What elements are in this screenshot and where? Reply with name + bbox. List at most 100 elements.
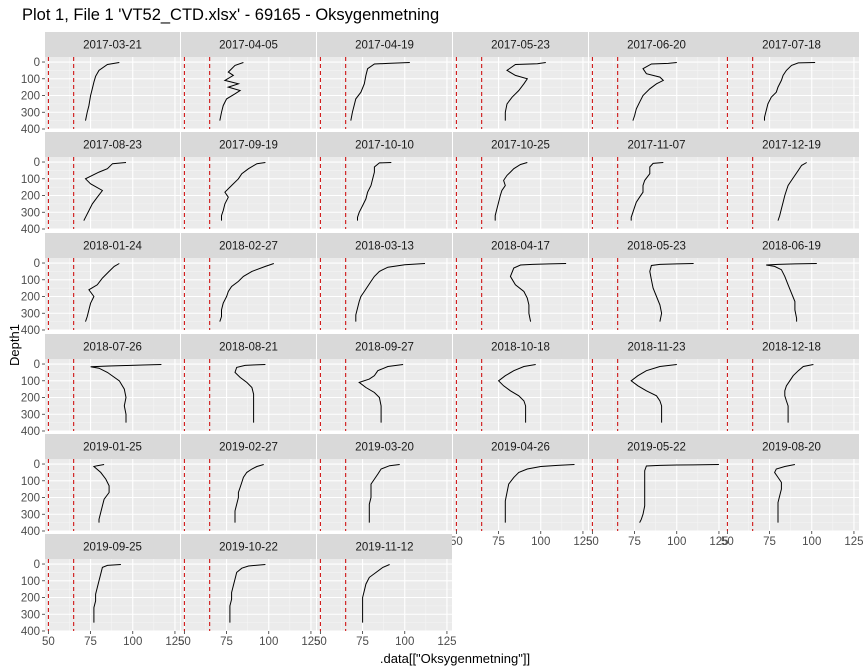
facet-strip <box>724 32 859 57</box>
facet-panel: 2017-10-10 <box>317 132 452 230</box>
y-tick-label: 400 <box>21 526 40 538</box>
x-tick-label: 75 <box>84 636 97 648</box>
x-tick-label: 125 <box>573 536 592 548</box>
facet-strip-label: 2019-05-22 <box>627 442 686 454</box>
facet-panel: 2017-06-20 <box>589 32 724 130</box>
facet-strip <box>453 233 588 258</box>
x-tick-label: 125 <box>844 536 863 548</box>
facet-panel: 2017-09-19 <box>181 132 316 230</box>
facet-panel: 2018-01-24 0 100 200 300 400 <box>21 233 180 337</box>
facet-strip-label: 2018-11-23 <box>628 342 686 354</box>
facet-strip-label: 2017-09-19 <box>219 140 278 152</box>
x-tick-label: 75 <box>220 636 233 648</box>
facet-strip <box>724 334 859 359</box>
facet-panel: 2018-11-23 <box>589 334 724 432</box>
y-tick-label: 100 <box>21 476 40 488</box>
x-tick-label: 100 <box>123 636 142 648</box>
facet-strip-label: 2018-05-23 <box>627 241 686 253</box>
facet-strip-label: 2017-06-20 <box>627 40 686 52</box>
facet-strip-label: 2018-01-24 <box>83 241 142 253</box>
y-tick-label: 300 <box>21 409 40 421</box>
oxygen-profile-line <box>764 62 816 121</box>
panel-background <box>724 359 859 431</box>
oxygen-profile-line <box>90 364 162 423</box>
oxygen-profile-line <box>766 263 817 322</box>
panel-background <box>724 459 859 531</box>
facet-strip-label: 2017-05-23 <box>491 40 550 52</box>
facet-strip <box>181 534 316 559</box>
facet-strip <box>45 434 180 459</box>
facet-panel: 2018-12-18 <box>724 334 859 432</box>
x-tick-label: 50 <box>721 536 734 548</box>
y-tick-label: 200 <box>21 292 40 304</box>
facet-strip-label: 2019-09-25 <box>83 542 142 554</box>
panel-background <box>181 559 316 631</box>
x-tick-label: 125 <box>437 636 456 648</box>
facet-panel: 2018-08-21 <box>181 334 316 432</box>
x-tick-label: 125 <box>709 536 728 548</box>
oxygen-profile-line <box>229 564 266 623</box>
facet-strip <box>181 334 316 359</box>
oxygen-profile-line <box>93 564 121 623</box>
x-tick-label: 100 <box>395 636 414 648</box>
panel-background <box>45 359 180 431</box>
oxygen-profile-line <box>357 162 392 221</box>
oxygen-profile-line <box>494 162 528 221</box>
facet-strip-label: 2018-02-27 <box>219 241 278 253</box>
facet-panel: 2017-07-18 <box>724 32 859 130</box>
x-axis-title: .data[["Oksygenmetning"]] <box>380 651 530 666</box>
facet-strip <box>453 434 588 459</box>
y-axis-title: Depth1 <box>7 324 22 366</box>
oxygen-profile-line <box>368 464 400 523</box>
facet-strip-label: 2018-09-27 <box>355 342 414 354</box>
oxygen-profile-line <box>92 464 110 523</box>
facet-strip <box>181 233 316 258</box>
oxygen-profile-line <box>219 62 244 121</box>
oxygen-profile-line <box>632 62 677 121</box>
facet-strip <box>181 434 316 459</box>
oxygen-profile-line <box>630 364 677 423</box>
facet-strip-label: 2019-04-26 <box>491 442 550 454</box>
facet-panel: 2017-10-25 <box>453 132 588 230</box>
y-tick-label: 300 <box>21 609 40 621</box>
facet-strip <box>45 233 180 258</box>
oxygen-profile-line <box>509 263 567 322</box>
facet-strip-label: 2017-03-21 <box>83 40 142 52</box>
facet-panel: 2017-12-19 <box>724 132 859 230</box>
oxygen-profile-line <box>85 263 120 322</box>
facet-panel: 2018-09-27 <box>317 334 452 432</box>
oxygen-profile-line <box>85 62 120 121</box>
panel-background <box>589 459 724 531</box>
facet-panel: 2019-01-25 0 100 200 300 400 <box>21 434 180 538</box>
facet-strip-label: 2019-01-25 <box>83 442 142 454</box>
facet-strip <box>45 334 180 359</box>
x-tick-label: 50 <box>178 636 191 648</box>
facet-panel: 2017-03-21 0 100 200 300 400 <box>21 32 180 136</box>
facet-strip <box>317 534 452 559</box>
oxygen-profile-line <box>504 62 546 121</box>
facet-strip-label: 2019-03-20 <box>355 442 414 454</box>
facet-strip <box>317 434 452 459</box>
x-tick-label: 50 <box>42 636 55 648</box>
y-tick-label: 400 <box>21 124 40 136</box>
facet-panel: 2018-06-19 <box>724 233 859 331</box>
panel-background <box>317 157 452 229</box>
facet-strip <box>45 132 180 157</box>
facet-strip <box>317 132 452 157</box>
facet-strip <box>589 334 724 359</box>
facet-panel: 2017-04-05 <box>181 32 316 130</box>
facet-strip <box>181 32 316 57</box>
facet-strip <box>453 32 588 57</box>
y-tick-label: 400 <box>21 426 40 438</box>
facet-panel: 2018-04-17 <box>453 233 588 331</box>
x-tick-label: 100 <box>259 636 278 648</box>
facet-strip <box>45 534 180 559</box>
oxygen-profile-line <box>649 263 694 322</box>
facet-strip-label: 2017-12-19 <box>762 140 821 152</box>
x-tick-label: 50 <box>314 636 327 648</box>
panel-background <box>453 57 588 129</box>
facet-strip <box>724 434 859 459</box>
facet-strip-label: 2017-10-10 <box>355 140 414 152</box>
